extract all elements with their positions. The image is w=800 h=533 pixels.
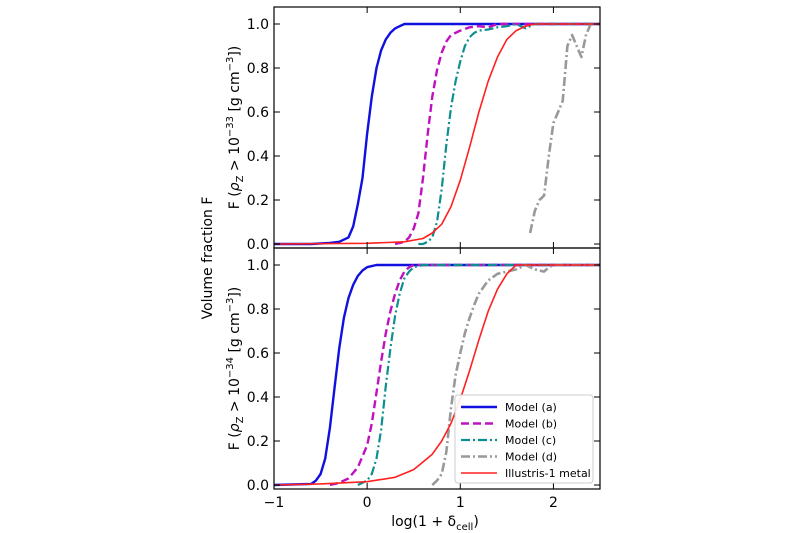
legend-label-5: Illustris-1 metal bbox=[505, 467, 591, 480]
bottom-x-tick-label: 2 bbox=[549, 495, 558, 511]
legend-label-3: Model (c) bbox=[505, 434, 556, 447]
top-series-line-2 bbox=[394, 22, 600, 246]
legend-label-1: Model (a) bbox=[505, 401, 557, 414]
top-y-tick-label: 0.6 bbox=[247, 105, 269, 121]
bottom-y-axis-label: F (ρZ > 10−34 [g cm−3]) bbox=[225, 287, 246, 451]
bottom-x-tick-label: 0 bbox=[363, 495, 372, 511]
bottom-series-line-2 bbox=[329, 263, 600, 487]
bottom-y-tick-label: 0.6 bbox=[247, 346, 269, 362]
bottom-series-line-4 bbox=[431, 263, 600, 486]
top-series-line-5 bbox=[274, 23, 600, 245]
top-y-tick-label: 1.0 bbox=[247, 17, 269, 33]
bottom-axes-frame bbox=[273, 247, 601, 490]
top-y-tick-label: 0.4 bbox=[247, 149, 269, 165]
bottom-y-tick-label: 0.0 bbox=[247, 478, 269, 494]
top-y-axis-label: F (ρZ > 10−33 [g cm−3]) bbox=[225, 46, 246, 210]
top-y-tick-label: 0.2 bbox=[247, 193, 269, 209]
top-y-tick-label: 0.8 bbox=[247, 61, 269, 77]
legend: Model (a) Model (b) Model (c) Model (d) Illu… bbox=[454, 394, 594, 484]
top-axes-frame bbox=[273, 6, 601, 249]
bottom-series-line-1 bbox=[274, 263, 600, 487]
top-y-tick-label: 0.0 bbox=[247, 237, 269, 253]
top-series-line-3 bbox=[418, 22, 600, 246]
bottom-y-tick-label: 0.2 bbox=[247, 434, 269, 450]
legend-frame bbox=[454, 394, 594, 484]
bottom-panel: 0.0 0.2 0.4 0.6 0.8 1.0 −1 0 1 2 F (ρZ > 10−34 [g … bbox=[225, 247, 601, 511]
outer-y-label: Volume fraction F bbox=[200, 197, 216, 320]
top-series-line-1 bbox=[274, 22, 600, 246]
legend-label-4: Model (d) bbox=[505, 451, 557, 464]
bottom-x-tick-label: 1 bbox=[456, 495, 465, 511]
bottom-y-tick-label: 1.0 bbox=[247, 258, 269, 274]
top-panel: 0.0 0.2 0.4 0.6 0.8 1.0F (ρZ > 10−33 [g cm−3]… bbox=[225, 6, 601, 253]
top-series-group bbox=[274, 22, 600, 246]
x-axis-label: log(1 + δcell) bbox=[391, 514, 479, 533]
bottom-y-tick-label: 0.8 bbox=[247, 302, 269, 318]
bottom-y-tick-label: 0.4 bbox=[247, 390, 269, 406]
bottom-x-tick-label: −1 bbox=[264, 495, 285, 511]
legend-label-2: Model (b) bbox=[505, 418, 557, 431]
bottom-series-line-3 bbox=[357, 263, 600, 486]
top-series-line-4 bbox=[528, 22, 600, 234]
